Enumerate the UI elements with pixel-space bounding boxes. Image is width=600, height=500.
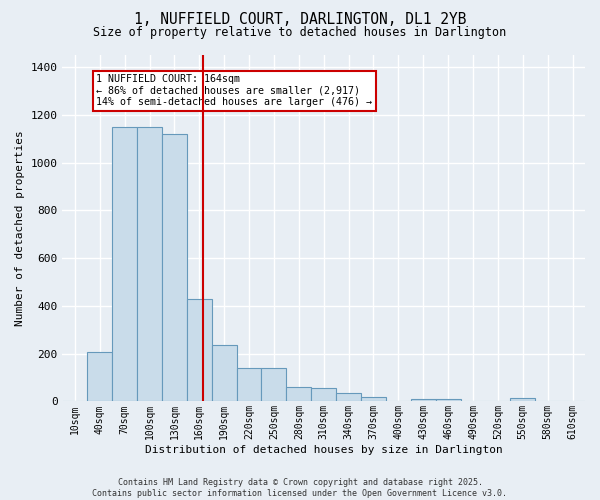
Bar (212, 346, 236, 402)
Bar (262, 368, 286, 402)
Bar (286, 387, 311, 402)
Bar (361, 396, 386, 402)
Bar (236, 368, 262, 402)
Bar (336, 393, 361, 402)
Bar (436, 398, 461, 402)
Text: Size of property relative to detached houses in Darlington: Size of property relative to detached ho… (94, 26, 506, 39)
X-axis label: Distribution of detached houses by size in Darlington: Distribution of detached houses by size … (145, 445, 503, 455)
Bar (162, 134, 187, 402)
Bar (311, 388, 336, 402)
Bar (88, 352, 112, 402)
Y-axis label: Number of detached properties: Number of detached properties (15, 130, 25, 326)
Bar (137, 126, 162, 402)
Text: 1, NUFFIELD COURT, DARLINGTON, DL1 2YB: 1, NUFFIELD COURT, DARLINGTON, DL1 2YB (134, 12, 466, 28)
Bar (187, 298, 212, 402)
Bar (411, 398, 436, 402)
Bar (511, 398, 535, 402)
Text: Contains HM Land Registry data © Crown copyright and database right 2025.
Contai: Contains HM Land Registry data © Crown c… (92, 478, 508, 498)
Text: 1 NUFFIELD COURT: 164sqm
← 86% of detached houses are smaller (2,917)
14% of sem: 1 NUFFIELD COURT: 164sqm ← 86% of detach… (97, 74, 373, 108)
Bar (112, 126, 137, 402)
